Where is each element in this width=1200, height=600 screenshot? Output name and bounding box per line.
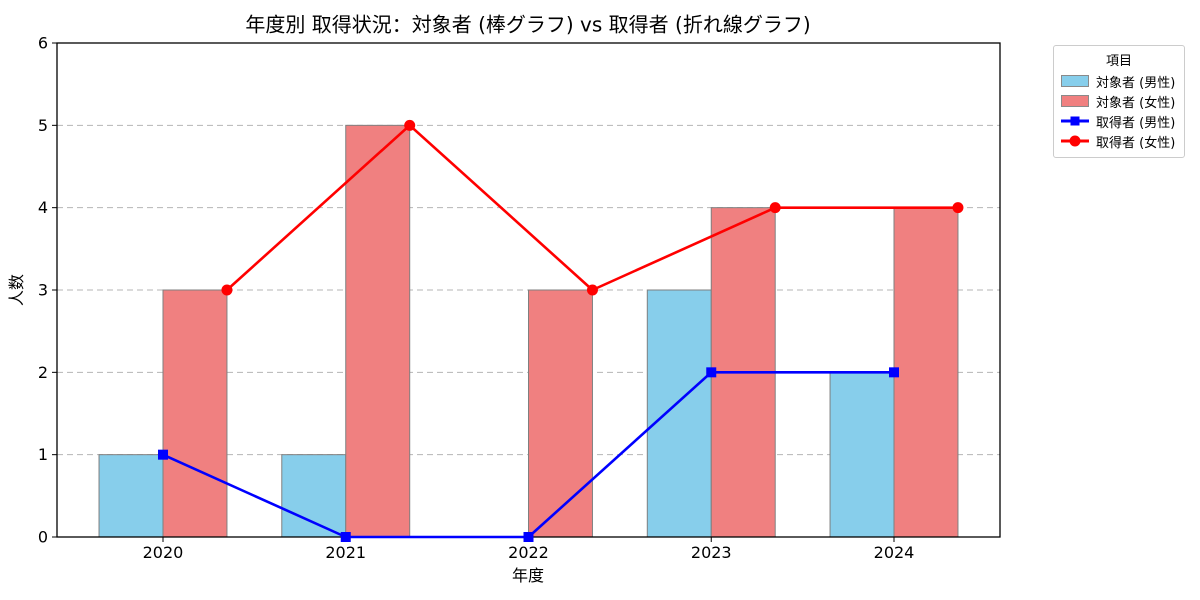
x-tick-label: 2024 [874, 543, 915, 562]
bar [345, 124, 411, 538]
y-tick-label: 1 [38, 445, 48, 464]
x-tick-label: 2020 [143, 543, 184, 562]
y-tick-label: 0 [38, 528, 48, 547]
y-tick-label: 4 [38, 198, 48, 217]
circle-marker-icon [952, 202, 964, 214]
square-marker-icon [157, 449, 168, 460]
bar [829, 371, 895, 538]
legend-label: 取得者 (女性) [1096, 135, 1176, 151]
legend-item: 対象者 (女性) [1061, 91, 1177, 111]
chart-title: 年度別 取得状況：対象者 (棒グラフ) vs 取得者 (折れ線グラフ) [245, 12, 811, 37]
legend-patch-swatch [1061, 95, 1089, 107]
legend-line-swatch [1061, 134, 1089, 148]
square-marker-icon [523, 532, 534, 542]
y-tick-label: 5 [38, 116, 48, 135]
x-tick-label: 2023 [691, 543, 732, 562]
y-axis-label: 人数 [7, 273, 26, 307]
x-axis-label: 年度 [511, 566, 545, 585]
bar [893, 207, 959, 538]
bar [281, 454, 347, 538]
legend-item: 取得者 (男性) [1061, 111, 1177, 131]
square-marker-icon [340, 532, 351, 542]
bar [646, 289, 712, 538]
y-tick-label: 3 [38, 281, 48, 300]
circle-marker-icon [586, 284, 598, 296]
legend-label: 取得者 (男性) [1096, 115, 1176, 131]
bar [528, 289, 593, 538]
bar [162, 289, 228, 538]
circle-marker-icon [769, 202, 781, 214]
circle-marker-icon [404, 119, 416, 131]
legend-label: 対象者 (女性) [1096, 95, 1176, 111]
bar [98, 454, 164, 538]
x-tick-label: 2022 [508, 543, 549, 562]
legend-line-swatch [1061, 114, 1089, 128]
square-marker-icon [889, 367, 900, 378]
y-tick-label: 2 [38, 363, 48, 382]
legend: 項目 対象者 (男性) 対象者 (女性) 取得者 (男性) 取得者 (女性) [1053, 45, 1185, 158]
x-tick-label: 2021 [325, 543, 366, 562]
legend-title: 項目 [1105, 54, 1132, 69]
legend-label: 対象者 (男性) [1096, 75, 1176, 91]
legend-item: 対象者 (男性) [1061, 71, 1177, 91]
legend-items: 対象者 (男性) 対象者 (女性) 取得者 (男性) 取得者 (女性) [1061, 71, 1177, 151]
circle-marker-icon [221, 284, 233, 296]
y-tick-label: 6 [38, 34, 48, 53]
square-marker-icon [706, 367, 717, 378]
circle-marker-icon [1069, 135, 1081, 147]
legend-item: 取得者 (女性) [1061, 131, 1177, 151]
legend-patch-swatch [1061, 75, 1089, 87]
square-marker-icon [1070, 116, 1080, 126]
